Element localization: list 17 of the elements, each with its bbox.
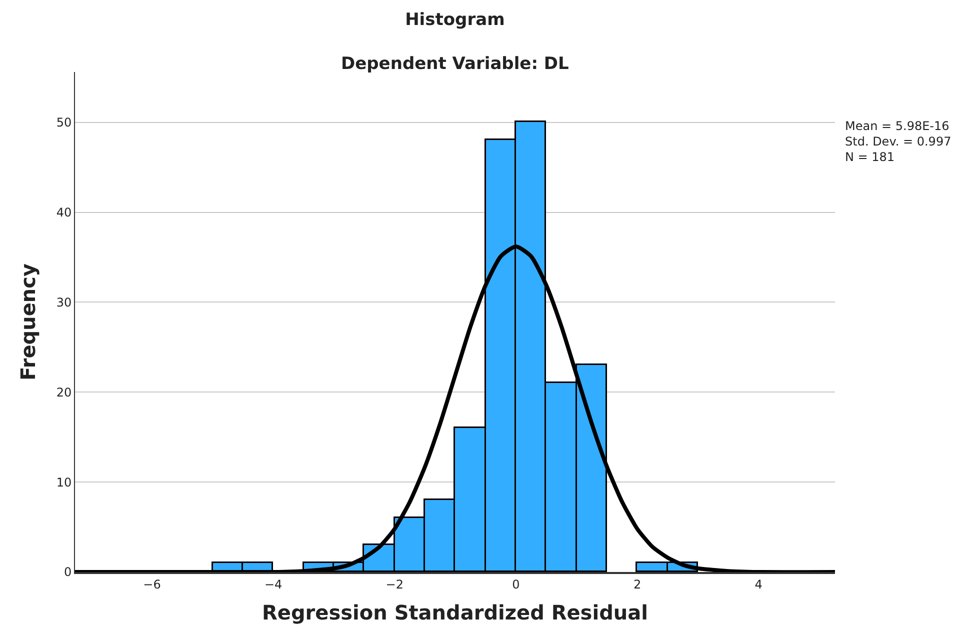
y-tick-label: 10 xyxy=(56,475,72,490)
y-axis-title: Frequency xyxy=(16,263,40,381)
y-tick-label: 50 xyxy=(56,116,72,130)
y-tick-label: 30 xyxy=(56,295,72,310)
x-tick-label: 2 xyxy=(633,577,642,592)
x-axis-title: Regression Standardized Residual xyxy=(262,600,648,624)
x-tick-label: −6 xyxy=(143,577,161,592)
y-tick-label: 20 xyxy=(56,385,72,400)
x-tick-label: −4 xyxy=(264,577,282,592)
y-tick-label: 0 xyxy=(64,565,72,580)
x-tick-label: 4 xyxy=(754,577,762,592)
chart-subtitle: Dependent Variable: DL xyxy=(341,54,570,74)
text: Mean = 5.98E-16 Std. Dev. = 0.997 N = 181 xyxy=(845,119,952,164)
x-tick-label: −2 xyxy=(386,577,404,592)
chart-title: Histogram xyxy=(405,10,505,30)
x-tick-label: 0 xyxy=(512,577,520,592)
y-tick-label: 40 xyxy=(56,205,72,220)
